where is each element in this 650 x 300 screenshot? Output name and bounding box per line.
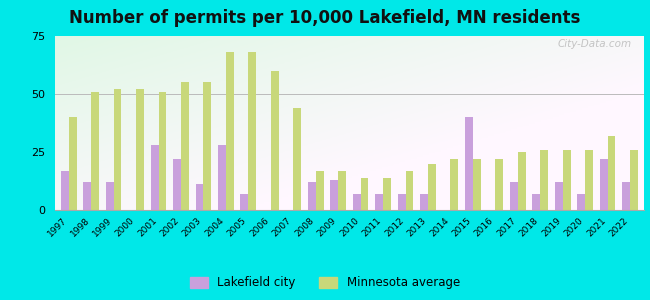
Bar (69, 117, 77, 210)
Bar (271, 71, 279, 210)
Bar (181, 82, 189, 210)
Bar (450, 159, 458, 210)
Bar (375, 194, 383, 210)
Bar (540, 150, 548, 210)
Bar (630, 150, 638, 210)
Bar (383, 178, 391, 210)
Bar (622, 182, 630, 210)
Text: City-Data.com: City-Data.com (558, 40, 632, 50)
Bar (361, 178, 369, 210)
Bar (106, 182, 114, 210)
Bar (608, 136, 616, 210)
Bar (196, 184, 203, 210)
Bar (518, 152, 526, 210)
Bar (600, 159, 608, 210)
Bar (428, 164, 436, 210)
Bar (585, 150, 593, 210)
Bar (532, 194, 540, 210)
Bar (330, 180, 338, 210)
Bar (555, 182, 563, 210)
Bar (398, 194, 406, 210)
Bar (495, 159, 503, 210)
Text: Number of permits per 10,000 Lakefield, MN residents: Number of permits per 10,000 Lakefield, … (70, 9, 580, 27)
Bar (61, 171, 69, 210)
Bar (510, 182, 518, 210)
Bar (240, 194, 248, 210)
Bar (465, 117, 473, 210)
Bar (563, 150, 571, 210)
Bar (248, 52, 256, 210)
Bar (577, 194, 585, 210)
Bar (151, 145, 159, 210)
Bar (114, 89, 122, 210)
Bar (203, 82, 211, 210)
Bar (473, 159, 481, 210)
Bar (293, 108, 301, 210)
Legend: Lakefield city, Minnesota average: Lakefield city, Minnesota average (185, 272, 465, 294)
Bar (420, 194, 428, 210)
Bar (308, 182, 316, 210)
Bar (406, 171, 413, 210)
Bar (159, 92, 166, 210)
Bar (83, 182, 91, 210)
Bar (218, 145, 226, 210)
Bar (91, 92, 99, 210)
Bar (173, 159, 181, 210)
Bar (136, 89, 144, 210)
Bar (353, 194, 361, 210)
Bar (316, 171, 324, 210)
Bar (338, 171, 346, 210)
Bar (226, 52, 234, 210)
